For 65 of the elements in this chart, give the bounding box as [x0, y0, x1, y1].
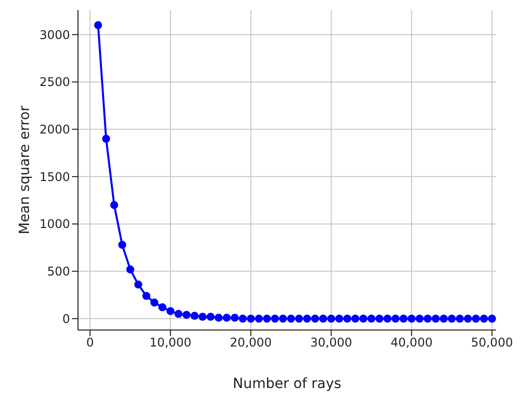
point: [319, 314, 328, 323]
point: [327, 314, 336, 323]
point: [174, 310, 182, 318]
y-tick-label: 3000: [39, 28, 70, 42]
y-tick-label: 0: [62, 312, 70, 326]
point: [134, 280, 142, 289]
x-tick-label: 20,000: [230, 336, 272, 350]
point: [400, 314, 408, 323]
point: [206, 312, 215, 321]
point: [351, 314, 360, 323]
point: [311, 314, 320, 323]
x-tick-label: 40,000: [390, 336, 433, 350]
point: [375, 314, 384, 323]
point: [110, 201, 118, 210]
point: [94, 21, 102, 30]
point: [214, 314, 223, 322]
point: [367, 314, 376, 323]
point: [472, 314, 480, 323]
point: [464, 314, 472, 323]
point: [343, 314, 352, 323]
point: [158, 303, 166, 312]
point: [254, 314, 263, 323]
y-tick-label: 1000: [39, 217, 70, 232]
point: [166, 307, 174, 316]
point: [238, 314, 247, 323]
point: [182, 310, 191, 319]
point: [424, 314, 432, 323]
point: [270, 314, 279, 323]
x-tick-label: 50,000: [470, 336, 513, 350]
point: [480, 314, 488, 323]
point: [383, 314, 392, 323]
point: [408, 314, 416, 323]
x-tick-label: 10,000: [149, 336, 192, 350]
point: [102, 134, 110, 143]
point: [246, 314, 255, 323]
point: [262, 314, 271, 323]
point: [150, 298, 158, 307]
point: [190, 312, 199, 320]
point: [142, 292, 150, 300]
point: [456, 314, 464, 323]
point: [278, 314, 287, 323]
point: [222, 314, 231, 322]
point: [392, 314, 400, 323]
point: [440, 314, 448, 323]
point: [295, 314, 304, 323]
y-tick-label: 2000: [39, 122, 70, 137]
point: [335, 314, 344, 323]
point: [287, 314, 296, 323]
point: [198, 312, 207, 321]
x-axis-title: Number of rays: [232, 376, 342, 392]
point: [432, 314, 440, 323]
y-axis-title: Mean square error: [16, 105, 33, 234]
point: [303, 314, 312, 323]
x-tick-label: 0: [86, 336, 94, 350]
point: [359, 314, 368, 323]
point: [416, 314, 424, 323]
point: [230, 314, 239, 322]
point: [118, 240, 126, 249]
y-tick-label: 2500: [39, 75, 70, 90]
point: [488, 314, 496, 323]
y-tick-label: 1500: [39, 170, 70, 184]
point: [126, 265, 134, 274]
point: [448, 314, 456, 323]
x-tick-label: 30,000: [310, 336, 352, 350]
y-tick-label: 500: [47, 264, 70, 279]
